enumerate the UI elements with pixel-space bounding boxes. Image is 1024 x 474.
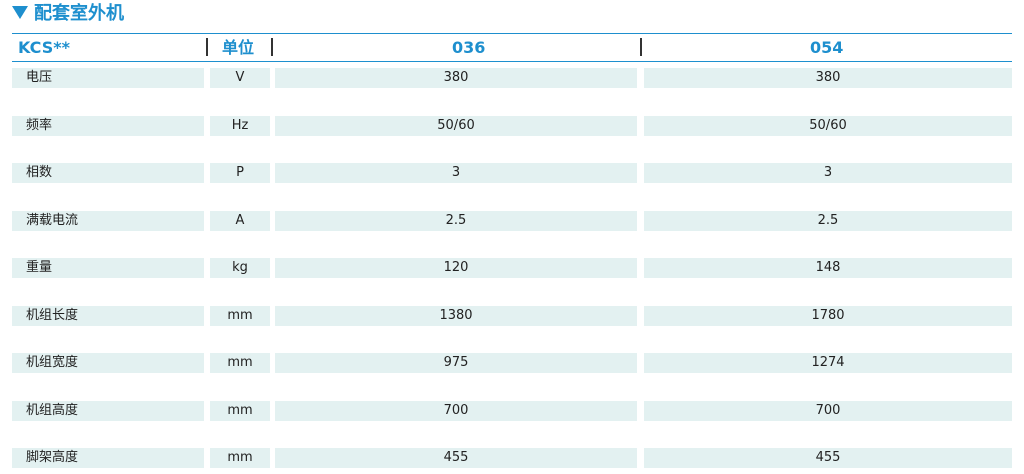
header-unit: 单位 (222, 38, 255, 57)
table-row: 机组长度 mm 1380 1780 (0, 306, 1024, 326)
row-value-036: 455 (275, 448, 637, 468)
row-unit: P (210, 163, 270, 183)
table-row: 频率 Hz 50/60 50/60 (0, 116, 1024, 136)
row-unit: mm (210, 306, 270, 326)
row-value-054: 3 (644, 163, 1012, 183)
table-row: 重量 kg 120 148 (0, 258, 1024, 278)
row-label: 机组高度 (12, 401, 204, 421)
row-label: 电压 (12, 68, 204, 88)
row-value-036: 700 (275, 401, 637, 421)
header-bottom-rule (12, 61, 1012, 62)
row-label: 频率 (12, 116, 204, 136)
row-unit: A (210, 211, 270, 231)
header-divider (271, 38, 273, 56)
section-title-text: 配套室外机 (34, 3, 124, 24)
row-value-054: 700 (644, 401, 1012, 421)
row-value-036: 3 (275, 163, 637, 183)
row-value-036: 50/60 (275, 116, 637, 136)
row-value-036: 1380 (275, 306, 637, 326)
row-value-054: 2.5 (644, 211, 1012, 231)
table-row: 满载电流 A 2.5 2.5 (0, 211, 1024, 231)
row-unit: Hz (210, 116, 270, 136)
row-label: 机组长度 (12, 306, 204, 326)
row-value-054: 1274 (644, 353, 1012, 373)
header-top-rule (12, 33, 1012, 34)
row-value-054: 148 (644, 258, 1012, 278)
row-value-036: 2.5 (275, 211, 637, 231)
table-header: KCS** 单位 036 054 (0, 36, 1024, 60)
table-row: 电压 V 380 380 (0, 68, 1024, 88)
table-row: 相数 P 3 3 (0, 163, 1024, 183)
triangle-down-icon (12, 5, 28, 19)
table-row: 机组宽度 mm 975 1274 (0, 353, 1024, 373)
table-row: 脚架高度 mm 455 455 (0, 448, 1024, 468)
row-value-054: 50/60 (644, 116, 1012, 136)
row-value-036: 120 (275, 258, 637, 278)
header-divider (206, 38, 208, 56)
row-label: 机组宽度 (12, 353, 204, 373)
row-label: 满载电流 (12, 211, 204, 231)
row-value-036: 975 (275, 353, 637, 373)
row-value-036: 380 (275, 68, 637, 88)
row-unit: mm (210, 401, 270, 421)
row-value-054: 380 (644, 68, 1012, 88)
row-label: 脚架高度 (12, 448, 204, 468)
header-model: KCS** (18, 38, 70, 57)
header-divider (640, 38, 642, 56)
row-unit: mm (210, 448, 270, 468)
row-unit: V (210, 68, 270, 88)
row-unit: kg (210, 258, 270, 278)
row-value-054: 455 (644, 448, 1012, 468)
table-row: 机组高度 mm 700 700 (0, 401, 1024, 421)
header-col-036: 036 (452, 38, 486, 57)
header-col-054: 054 (810, 38, 844, 57)
section-title: 配套室外机 (12, 0, 124, 24)
row-label: 相数 (12, 163, 204, 183)
row-value-054: 1780 (644, 306, 1012, 326)
row-unit: mm (210, 353, 270, 373)
row-label: 重量 (12, 258, 204, 278)
